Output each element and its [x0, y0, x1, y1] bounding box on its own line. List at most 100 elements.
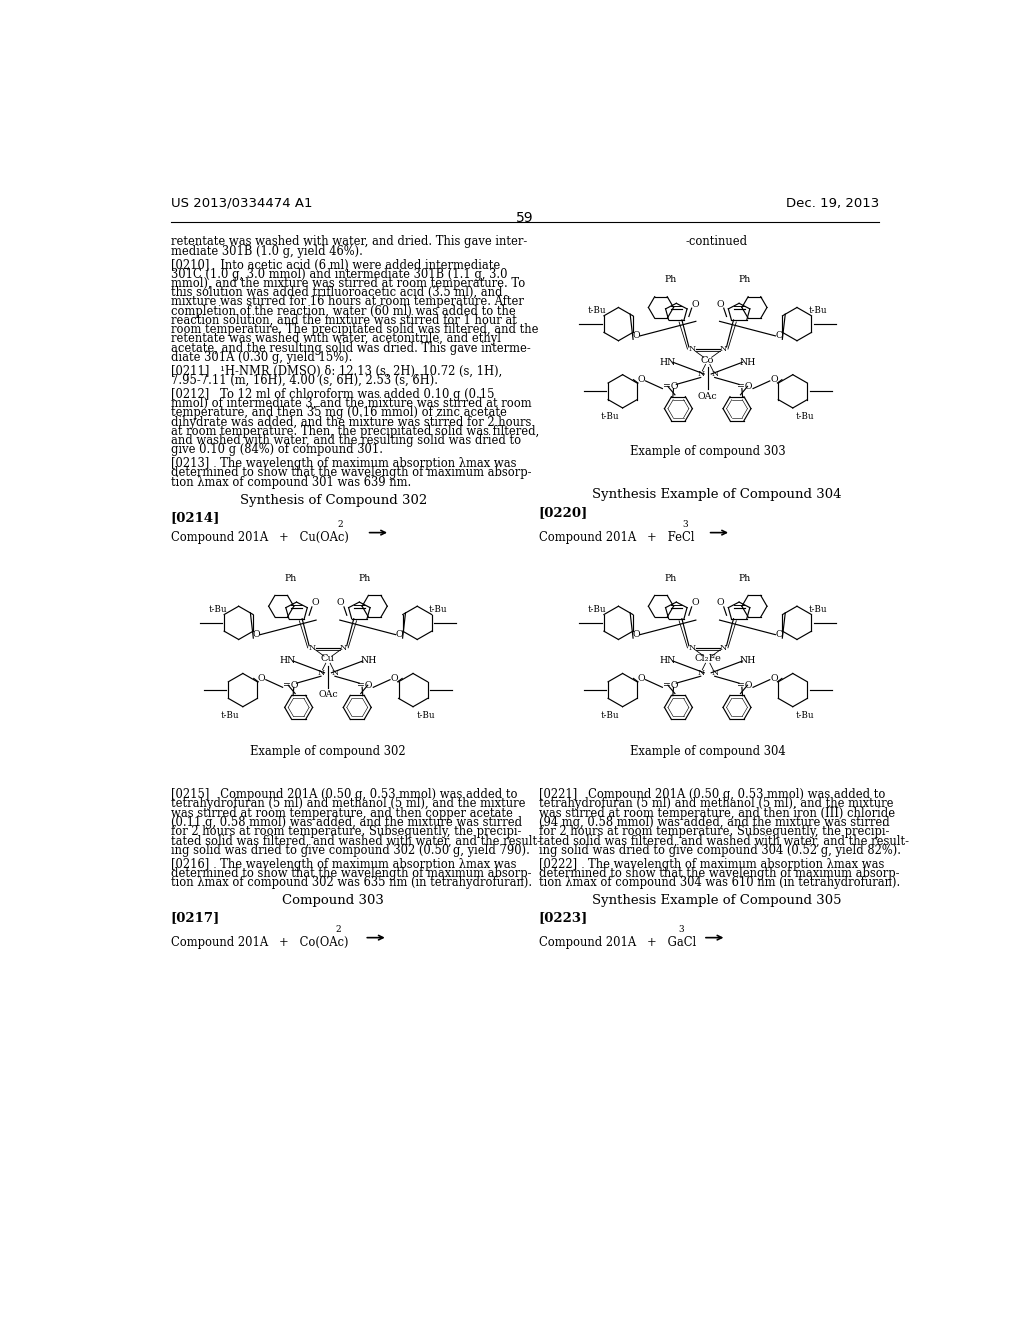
- Text: was stirred at room temperature, and then copper acetate: was stirred at room temperature, and the…: [171, 807, 512, 820]
- Text: Cl₂Fe: Cl₂Fe: [694, 655, 721, 664]
- Text: Ph: Ph: [285, 574, 297, 583]
- Text: 7.95-7.11 (m, 16H), 4.00 (s, 6H), 2.53 (s, 6H).: 7.95-7.11 (m, 16H), 4.00 (s, 6H), 2.53 (…: [171, 374, 437, 387]
- Text: Compound 201A   +   FeCl: Compound 201A + FeCl: [539, 531, 694, 544]
- Text: Example of compound 304: Example of compound 304: [630, 744, 785, 758]
- Text: Synthesis Example of Compound 305: Synthesis Example of Compound 305: [592, 894, 842, 907]
- Text: [0212]   To 12 ml of chloroform was added 0.10 g (0.15: [0212] To 12 ml of chloroform was added …: [171, 388, 495, 401]
- Text: O: O: [770, 673, 778, 682]
- Text: =O: =O: [737, 381, 753, 391]
- Text: N: N: [332, 669, 339, 677]
- Text: [0222]   The wavelength of maximum absorption λmax was: [0222] The wavelength of maximum absorpt…: [539, 858, 884, 871]
- Text: O: O: [633, 630, 640, 639]
- Text: N: N: [317, 669, 325, 677]
- Text: acetate, and the resulting solid was dried. This gave interme-: acetate, and the resulting solid was dri…: [171, 342, 530, 355]
- Text: O: O: [311, 598, 319, 607]
- Text: [0220]: [0220]: [539, 507, 588, 520]
- Text: 301C (1.0 g, 3.0 mmol) and intermediate 301B (1.1 g, 3.0: 301C (1.0 g, 3.0 mmol) and intermediate …: [171, 268, 507, 281]
- Text: O: O: [337, 598, 344, 607]
- Text: N: N: [720, 644, 727, 652]
- Text: HN: HN: [280, 656, 296, 665]
- Text: Synthesis Example of Compound 304: Synthesis Example of Compound 304: [592, 488, 842, 502]
- Text: t-Bu: t-Bu: [809, 306, 827, 314]
- Text: Example of compound 303: Example of compound 303: [630, 445, 785, 458]
- Text: O: O: [770, 375, 778, 384]
- Text: retentate was washed with water, and dried. This gave inter-: retentate was washed with water, and dri…: [171, 235, 527, 248]
- Text: mmol), and the mixture was stirred at room temperature. To: mmol), and the mixture was stirred at ro…: [171, 277, 525, 290]
- Text: dihydrate was added, and the mixture was stirred for 2 hours: dihydrate was added, and the mixture was…: [171, 416, 531, 429]
- Text: tetrahydrofuran (5 ml) and methanol (5 ml), and the mixture: tetrahydrofuran (5 ml) and methanol (5 m…: [171, 797, 525, 810]
- Text: O: O: [691, 598, 699, 607]
- Text: O: O: [633, 331, 640, 341]
- Text: determined to show that the wavelength of maximum absorp-: determined to show that the wavelength o…: [539, 867, 899, 880]
- Text: t-Bu: t-Bu: [588, 306, 607, 314]
- Text: [0210]   Into acetic acid (6 ml) were added intermediate: [0210] Into acetic acid (6 ml) were adde…: [171, 259, 500, 272]
- Text: t-Bu: t-Bu: [796, 412, 815, 421]
- Text: O: O: [395, 630, 402, 639]
- Text: N: N: [309, 644, 316, 652]
- Text: t-Bu: t-Bu: [796, 711, 815, 721]
- Text: OAc: OAc: [318, 690, 338, 700]
- Text: and washed with water, and the resulting solid was dried to: and washed with water, and the resulting…: [171, 434, 521, 447]
- Text: at room temperature. Then, the precipitated solid was filtered,: at room temperature. Then, the precipita…: [171, 425, 539, 438]
- Text: HN: HN: [659, 358, 676, 367]
- Text: [0213]   The wavelength of maximum absorption λmax was: [0213] The wavelength of maximum absorpt…: [171, 457, 516, 470]
- Text: [0211]   ¹H-NMR (DMSO) δ: 12.13 (s, 2H), 10.72 (s, 1H),: [0211] ¹H-NMR (DMSO) δ: 12.13 (s, 2H), 1…: [171, 364, 502, 378]
- Text: mediate 301B (1.0 g, yield 46%).: mediate 301B (1.0 g, yield 46%).: [171, 244, 362, 257]
- Text: Cu: Cu: [321, 655, 335, 664]
- Text: 3: 3: [678, 925, 684, 933]
- Text: [0214]: [0214]: [171, 511, 220, 524]
- Text: t-Bu: t-Bu: [809, 605, 827, 614]
- Text: US 2013/0334474 A1: US 2013/0334474 A1: [171, 197, 312, 210]
- Text: tion λmax of compound 301 was 639 nm.: tion λmax of compound 301 was 639 nm.: [171, 475, 411, 488]
- Text: O: O: [253, 630, 261, 639]
- Text: 59: 59: [516, 211, 534, 224]
- Text: temperature, and then 35 mg (0.16 mmol) of zinc acetate: temperature, and then 35 mg (0.16 mmol) …: [171, 407, 507, 420]
- Text: 3: 3: [682, 520, 688, 529]
- Text: for 2 hours at room temperature. Subsequently, the precipi-: for 2 hours at room temperature. Subsequ…: [539, 825, 889, 838]
- Text: tated solid was filtered, and washed with water, and the result-: tated solid was filtered, and washed wit…: [539, 834, 908, 847]
- Text: retentate was washed with water, acetonitrile, and ethyl: retentate was washed with water, acetoni…: [171, 333, 501, 346]
- Text: N: N: [697, 370, 705, 378]
- Text: determined to show that the wavelength of maximum absorp-: determined to show that the wavelength o…: [171, 466, 531, 479]
- Text: 2: 2: [337, 520, 343, 529]
- Text: determined to show that the wavelength of maximum absorp-: determined to show that the wavelength o…: [171, 867, 531, 880]
- Text: Example of compound 302: Example of compound 302: [250, 744, 406, 758]
- Text: 2: 2: [336, 925, 341, 933]
- Text: [0221]   Compound 201A (0.50 g, 0.53 mmol) was added to: [0221] Compound 201A (0.50 g, 0.53 mmol)…: [539, 788, 885, 801]
- Text: t-Bu: t-Bu: [429, 605, 447, 614]
- Text: diate 301A (0.30 g, yield 15%).: diate 301A (0.30 g, yield 15%).: [171, 351, 352, 364]
- Text: Ph: Ph: [358, 574, 371, 583]
- Text: =O: =O: [357, 681, 373, 690]
- Text: tion λmax of compound 304 was 610 nm (in tetrahydrofuran).: tion λmax of compound 304 was 610 nm (in…: [539, 876, 900, 890]
- Text: =O: =O: [663, 681, 679, 690]
- Text: O: O: [638, 375, 645, 384]
- Text: [0216]   The wavelength of maximum absorption λmax was: [0216] The wavelength of maximum absorpt…: [171, 858, 516, 871]
- Text: O: O: [258, 673, 265, 682]
- Text: Ph: Ph: [665, 276, 677, 284]
- Text: was stirred at room temperature, and then iron (III) chloride: was stirred at room temperature, and the…: [539, 807, 895, 820]
- Text: HN: HN: [659, 656, 676, 665]
- Text: Ph: Ph: [738, 276, 751, 284]
- Text: Ph: Ph: [665, 574, 677, 583]
- Text: t-Bu: t-Bu: [601, 412, 620, 421]
- Text: reaction solution, and the mixture was stirred for 1 hour at: reaction solution, and the mixture was s…: [171, 314, 516, 327]
- Text: Compound 303: Compound 303: [283, 894, 384, 907]
- Text: =O: =O: [663, 381, 679, 391]
- Text: tetrahydrofuran (5 ml) and methanol (5 ml), and the mixture: tetrahydrofuran (5 ml) and methanol (5 m…: [539, 797, 893, 810]
- Text: Compound 201A   +   Cu(OAc): Compound 201A + Cu(OAc): [171, 531, 348, 544]
- Text: Ph: Ph: [738, 574, 751, 583]
- Text: N: N: [697, 669, 705, 677]
- Text: NH: NH: [740, 656, 757, 665]
- Text: -continued: -continued: [686, 235, 749, 248]
- Text: Synthesis of Compound 302: Synthesis of Compound 302: [240, 494, 427, 507]
- Text: =O: =O: [737, 681, 753, 690]
- Text: O: O: [717, 300, 724, 309]
- Text: mmol) of intermediate 3, and the mixture was stirred at room: mmol) of intermediate 3, and the mixture…: [171, 397, 531, 411]
- Text: Compound 201A   +   Co(OAc): Compound 201A + Co(OAc): [171, 936, 348, 949]
- Text: Dec. 19, 2013: Dec. 19, 2013: [785, 197, 879, 210]
- Text: O: O: [691, 300, 699, 309]
- Text: t-Bu: t-Bu: [209, 605, 227, 614]
- Text: O: O: [638, 673, 645, 682]
- Text: (94 mg, 0.58 mmol) was added, and the mixture was stirred: (94 mg, 0.58 mmol) was added, and the mi…: [539, 816, 890, 829]
- Text: N: N: [711, 669, 718, 677]
